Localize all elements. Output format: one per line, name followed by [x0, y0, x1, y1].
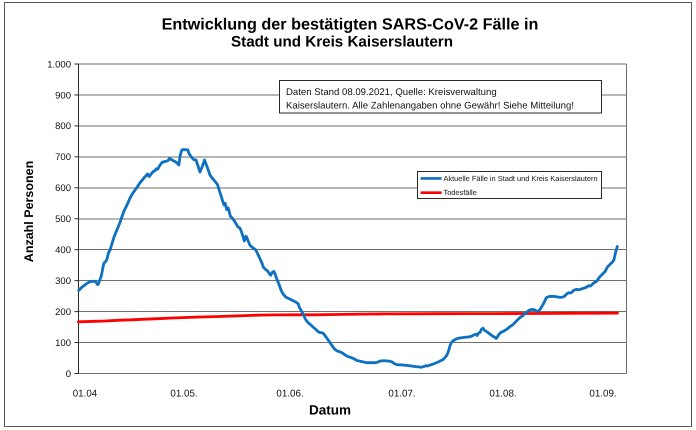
svg-text:700: 700	[55, 152, 71, 163]
svg-text:01.04: 01.04	[73, 389, 98, 400]
svg-text:01.07.: 01.07.	[388, 389, 415, 400]
svg-text:Entwicklung der bestätigten SA: Entwicklung der bestätigten SARS-CoV-2 F…	[162, 15, 539, 33]
svg-text:900: 900	[55, 90, 71, 101]
svg-text:01.09.: 01.09.	[589, 389, 616, 400]
svg-text:200: 200	[55, 307, 71, 318]
svg-text:Datum: Datum	[309, 403, 351, 418]
svg-text:400: 400	[55, 245, 71, 256]
svg-text:Stadt und Kreis Kaiserslautern: Stadt und Kreis Kaiserslautern	[231, 34, 453, 51]
svg-text:1.000: 1.000	[47, 59, 71, 70]
svg-text:Anzahl Personen: Anzahl Personen	[22, 161, 36, 262]
svg-text:Todesfälle: Todesfälle	[444, 188, 477, 197]
svg-text:800: 800	[55, 121, 71, 132]
svg-text:0: 0	[66, 369, 71, 380]
svg-text:01.08.: 01.08.	[489, 389, 516, 400]
svg-text:Daten Stand 08.09.2021, Quelle: Daten Stand 08.09.2021, Quelle: Kreisver…	[286, 87, 497, 98]
svg-text:01.06.: 01.06.	[276, 389, 303, 400]
svg-text:Kaiserslautern. Alle Zahlenang: Kaiserslautern. Alle Zahlenangaben ohne …	[286, 100, 574, 111]
svg-text:Aktuelle Fälle in Stadt und Kr: Aktuelle Fälle in Stadt und Kreis Kaiser…	[444, 174, 598, 183]
svg-text:500: 500	[55, 214, 71, 225]
svg-text:100: 100	[55, 338, 71, 349]
svg-text:300: 300	[55, 276, 71, 287]
svg-text:01.05.: 01.05.	[170, 389, 197, 400]
svg-text:600: 600	[55, 183, 71, 194]
